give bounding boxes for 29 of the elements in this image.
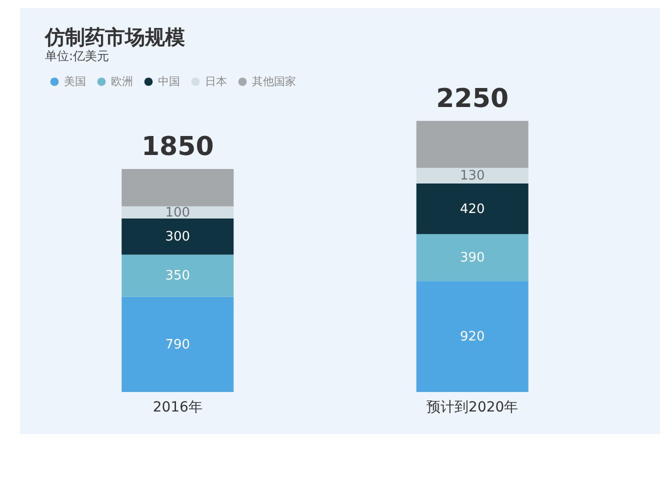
total-label: 2250 <box>436 84 509 114</box>
data-label: 390 <box>460 250 485 266</box>
bar <box>416 120 528 168</box>
data-label: 790 <box>165 337 190 352</box>
data-label: 130 <box>460 168 485 184</box>
legend-label: 日本 <box>205 74 227 88</box>
bar <box>416 234 528 282</box>
legend-label: 中国 <box>158 74 180 88</box>
total-label: 1850 <box>141 132 214 162</box>
chart-title: 仿制药市场规模 <box>44 25 185 49</box>
data-label: 920 <box>460 330 485 345</box>
bar <box>122 296 234 392</box>
bar <box>416 183 528 234</box>
x-tick-label: 预计到2020年 <box>426 400 518 416</box>
legend-label: 美国 <box>64 74 86 88</box>
legend-label: 其他国家 <box>252 74 296 88</box>
bar <box>122 206 234 218</box>
chart-subtitle: 单位:亿美元 <box>45 49 110 63</box>
bar <box>416 168 528 184</box>
data-label: 100 <box>165 205 190 220</box>
data-label: 350 <box>165 268 190 284</box>
bar <box>122 254 234 297</box>
legend-label: 欧洲 <box>111 74 133 88</box>
bar <box>122 169 234 206</box>
data-label: 420 <box>460 202 485 217</box>
x-tick-label: 2016年 <box>152 400 202 416</box>
bar <box>416 281 528 392</box>
bar <box>122 218 234 255</box>
data-label: 300 <box>165 230 190 245</box>
